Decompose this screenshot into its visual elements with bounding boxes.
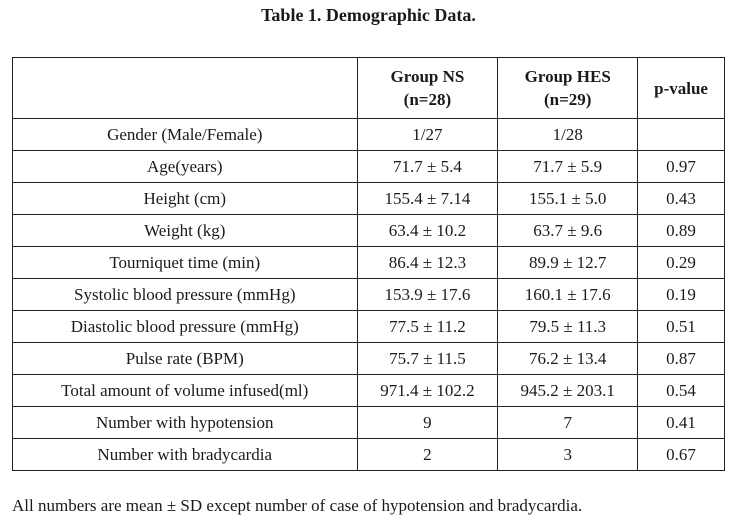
group-ns-cell: 86.4 ± 12.3 bbox=[356, 246, 499, 279]
table-caption: Table 1. Demographic Data. bbox=[261, 5, 476, 25]
table-row: Age(years) 71.7 ± 5.4 71.7 ± 5.9 0.97 bbox=[12, 150, 725, 183]
group-hes-cell: 155.1 ± 5.0 bbox=[497, 182, 639, 215]
group-ns-cell: 63.4 ± 10.2 bbox=[356, 214, 499, 247]
header-group-hes-count: (n=29) bbox=[543, 90, 592, 109]
header-cell-group-hes: Group HES (n=29) bbox=[497, 57, 639, 119]
table-row: Diastolic blood pressure (mmHg) 77.5 ± 1… bbox=[12, 310, 725, 343]
group-ns-cell: 1/27 bbox=[356, 118, 499, 151]
row-label: Diastolic blood pressure (mmHg) bbox=[12, 310, 358, 343]
group-hes-cell: 79.5 ± 11.3 bbox=[497, 310, 639, 343]
table-row: Weight (kg) 63.4 ± 10.2 63.7 ± 9.6 0.89 bbox=[12, 214, 725, 247]
p-value-cell bbox=[637, 118, 725, 151]
group-ns-cell: 971.4 ± 102.2 bbox=[356, 374, 499, 407]
table-row: Total amount of volume infused(ml) 971.4… bbox=[12, 374, 725, 407]
group-hes-cell: 1/28 bbox=[497, 118, 639, 151]
table-row: Pulse rate (BPM) 75.7 ± 11.5 76.2 ± 13.4… bbox=[12, 342, 725, 375]
p-value-cell: 0.89 bbox=[637, 214, 725, 247]
group-hes-cell: 945.2 ± 203.1 bbox=[497, 374, 639, 407]
group-ns-cell: 153.9 ± 17.6 bbox=[356, 278, 499, 311]
header-cell-p-value: p-value bbox=[637, 57, 725, 119]
group-ns-cell: 77.5 ± 11.2 bbox=[356, 310, 499, 343]
p-value-cell: 0.97 bbox=[637, 150, 725, 183]
header-cell-group-ns: Group NS (n=28) bbox=[356, 57, 499, 119]
p-value-cell: 0.67 bbox=[637, 438, 725, 471]
table-row: Number with bradycardia 2 3 0.67 bbox=[12, 438, 725, 471]
group-hes-cell: 76.2 ± 13.4 bbox=[497, 342, 639, 375]
group-hes-cell: 71.7 ± 5.9 bbox=[497, 150, 639, 183]
row-label: Number with hypotension bbox=[12, 406, 358, 439]
header-row: Group NS (n=28) Group HES (n=29) p-value bbox=[12, 57, 725, 119]
p-value-cell: 0.51 bbox=[637, 310, 725, 343]
row-label: Height (cm) bbox=[12, 182, 358, 215]
header-group-hes-name: Group HES bbox=[524, 67, 611, 86]
group-ns-cell: 2 bbox=[356, 438, 499, 471]
p-value-cell: 0.41 bbox=[637, 406, 725, 439]
table-footnote: All numbers are mean ± SD except number … bbox=[12, 496, 583, 515]
demographic-table: Group NS (n=28) Group HES (n=29) p-value… bbox=[12, 57, 725, 471]
p-value-cell: 0.19 bbox=[637, 278, 725, 311]
row-label: Systolic blood pressure (mmHg) bbox=[12, 278, 358, 311]
group-hes-cell: 160.1 ± 17.6 bbox=[497, 278, 639, 311]
group-hes-cell: 63.7 ± 9.6 bbox=[497, 214, 639, 247]
row-label: Pulse rate (BPM) bbox=[12, 342, 358, 375]
row-label: Weight (kg) bbox=[12, 214, 358, 247]
group-hes-cell: 3 bbox=[497, 438, 639, 471]
table-row: Number with hypotension 9 7 0.41 bbox=[12, 406, 725, 439]
table-row: Gender (Male/Female) 1/27 1/28 bbox=[12, 118, 725, 151]
group-hes-cell: 7 bbox=[497, 406, 639, 439]
header-group-ns-name: Group NS bbox=[390, 67, 465, 86]
table-row: Tourniquet time (min) 86.4 ± 12.3 89.9 ±… bbox=[12, 246, 725, 279]
row-label: Total amount of volume infused(ml) bbox=[12, 374, 358, 407]
group-ns-cell: 155.4 ± 7.14 bbox=[356, 182, 499, 215]
header-group-ns-count: (n=28) bbox=[403, 90, 452, 109]
table-row: Systolic blood pressure (mmHg) 153.9 ± 1… bbox=[12, 278, 725, 311]
row-label: Gender (Male/Female) bbox=[12, 118, 358, 151]
group-ns-cell: 71.7 ± 5.4 bbox=[356, 150, 499, 183]
group-hes-cell: 89.9 ± 12.7 bbox=[497, 246, 639, 279]
group-ns-cell: 75.7 ± 11.5 bbox=[356, 342, 499, 375]
group-ns-cell: 9 bbox=[356, 406, 499, 439]
p-value-cell: 0.43 bbox=[637, 182, 725, 215]
p-value-cell: 0.87 bbox=[637, 342, 725, 375]
row-label: Tourniquet time (min) bbox=[12, 246, 358, 279]
row-label: Age(years) bbox=[12, 150, 358, 183]
row-label: Number with bradycardia bbox=[12, 438, 358, 471]
header-cell-label bbox=[12, 57, 358, 119]
p-value-cell: 0.54 bbox=[637, 374, 725, 407]
p-value-cell: 0.29 bbox=[637, 246, 725, 279]
table-row: Height (cm) 155.4 ± 7.14 155.1 ± 5.0 0.4… bbox=[12, 182, 725, 215]
